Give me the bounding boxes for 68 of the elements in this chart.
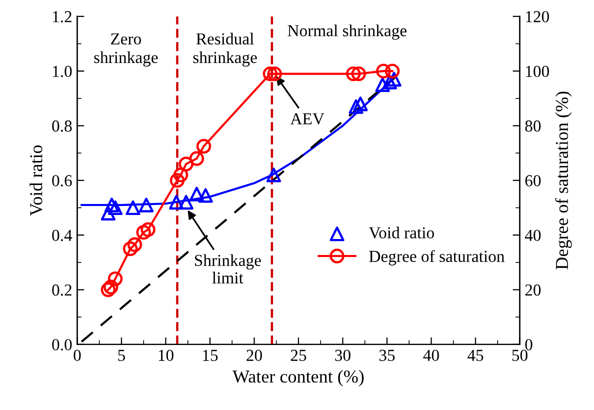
point [178,194,194,210]
x-tick-label: 15 [203,350,218,361]
point [100,282,116,298]
y-tick-label: 0.4 [52,230,72,242]
x-tick-label: 35 [379,350,395,361]
point [173,168,188,182]
point [126,200,140,216]
annotation: Zero shrinkage [94,33,158,67]
point [348,99,364,114]
point [384,64,400,78]
y-tick-label: 0.6 [52,175,72,186]
point [189,151,204,166]
annotation: Residual shrinkage [193,32,257,67]
point [189,186,204,202]
point [108,271,123,286]
y2-tick-label: 0 [525,339,532,350]
point [138,198,154,212]
x-tick-label: 30 [335,350,350,361]
y2-tick-label: 40 [524,230,541,242]
y-tick-label: 1.0 [52,66,72,78]
x-axis-title: Water content (%) [232,370,364,386]
point [376,64,391,78]
y2-tick-label: 100 [526,66,549,78]
point [196,138,212,154]
x-tick-label: 20 [246,350,262,361]
x-tick-label: 5 [118,350,125,361]
x-tick-label: 40 [423,350,439,361]
point [353,96,368,112]
y-tick-label: 0.0 [52,339,72,350]
x-tick-label: 0 [74,350,81,361]
legend-label: Degree of saturation [369,250,504,266]
point [103,280,118,294]
point [170,173,185,188]
y2-axis-title: Degree of saturation (%) [555,92,572,270]
y2-tick-label: 20 [525,284,541,296]
point [140,222,156,237]
legend-label: Void ratio [368,226,434,238]
x-tick-label: 45 [467,350,484,361]
y-tick-label: 1.2 [52,11,72,22]
point [122,241,138,256]
point [100,206,116,221]
y-tick-label: 0.2 [52,284,72,296]
point [382,74,397,90]
x-tick-label: 25 [290,350,306,361]
point [267,66,282,82]
point [178,156,194,172]
point [104,198,120,212]
y2-tick-label: 60 [525,175,541,186]
point [386,72,402,87]
y-axis-title: Void ratio [30,145,42,216]
point [198,188,213,203]
point [375,77,390,92]
point [108,200,123,216]
point [136,224,151,240]
point [266,168,282,182]
y2-tick-label: 120 [526,11,549,22]
y-tick-label: 0.8 [52,120,72,132]
point [262,66,278,82]
x-tick-label: 10 [158,350,174,361]
annotation: Shrinkage limit [195,254,261,284]
point [346,66,361,82]
point [127,237,142,252]
point [351,66,366,82]
y2-tick-label: 80 [525,120,541,132]
annotation: AEV [290,113,324,125]
x-tick-label: 50 [512,350,528,361]
annotation: Normal shrinkage [288,24,407,40]
point [169,194,184,210]
